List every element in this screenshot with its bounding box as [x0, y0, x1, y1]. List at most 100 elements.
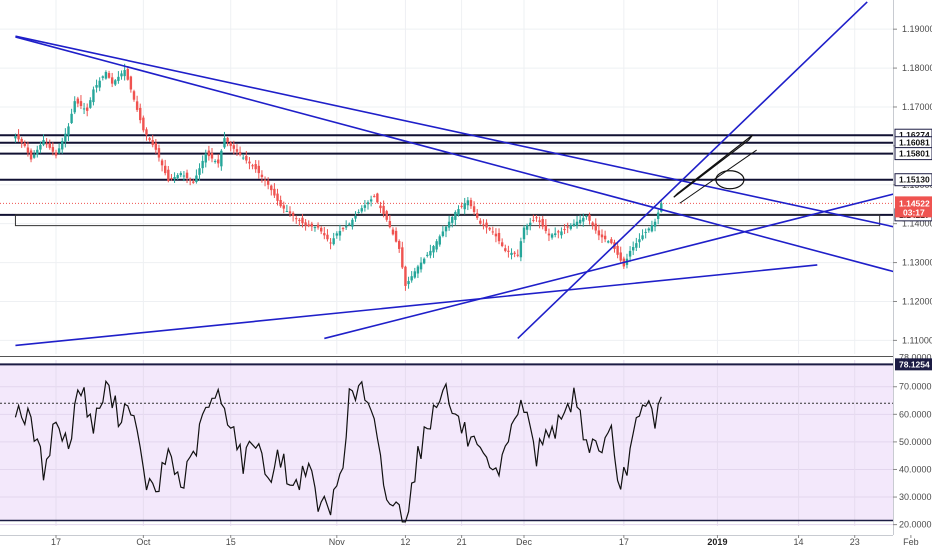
candle-body — [385, 211, 388, 220]
time-axis[interactable]: 17 Oct 15 Nov 12 21 Dec 17 2019 14 23 Feb — [0, 535, 919, 547]
candle-body — [313, 227, 317, 229]
candle-body — [600, 234, 604, 238]
price-tick-label: 1.18000 — [902, 63, 932, 73]
candle-body — [36, 149, 39, 155]
candle-body — [120, 73, 123, 77]
candle-body — [438, 236, 441, 245]
candle-body — [572, 223, 576, 226]
time-tick-label: Oct — [136, 537, 151, 547]
candle-body — [242, 157, 245, 159]
candle-body — [351, 219, 354, 227]
price-tick-label: 1.17000 — [902, 102, 932, 112]
rsi-pane[interactable] — [0, 360, 912, 526]
candle-body — [263, 179, 267, 181]
candle-body — [57, 148, 61, 154]
time-tick-label: 15 — [226, 537, 236, 547]
candle-body — [207, 150, 211, 157]
candle-body — [48, 143, 51, 148]
candle-body — [360, 208, 363, 212]
candle-body — [656, 212, 660, 219]
candle-body — [566, 226, 569, 228]
candle-body — [563, 229, 566, 231]
candle-body — [148, 138, 151, 141]
candle-body — [394, 230, 398, 242]
candle-body — [201, 160, 204, 169]
candle-body — [335, 233, 338, 236]
candle-body — [429, 250, 432, 256]
candle-body — [404, 266, 407, 286]
candle-body — [82, 108, 86, 110]
candle-body — [14, 136, 17, 139]
candle-body — [126, 69, 129, 80]
candle-body — [29, 150, 33, 160]
candle-body — [195, 175, 198, 183]
candle-body — [182, 175, 186, 177]
candle-body — [320, 227, 323, 232]
candle-body — [279, 199, 282, 207]
candle-body — [329, 242, 332, 244]
candle-body — [154, 142, 158, 150]
trend-line — [517, 1, 868, 340]
time-tick-label: 21 — [457, 537, 467, 547]
candle-body — [569, 225, 572, 229]
candle-body — [198, 168, 201, 175]
rsi-grid — [0, 360, 912, 526]
candle-body — [204, 153, 207, 163]
time-tick-label: 12 — [400, 537, 410, 547]
rsi-tick-label: 40.0000 — [899, 464, 932, 474]
candle-body — [95, 85, 98, 88]
candle-body — [110, 77, 114, 84]
price-pane[interactable] — [0, 0, 932, 354]
horizontal-levels — [0, 134, 893, 216]
candle-body — [64, 133, 67, 142]
candle-body — [457, 209, 460, 215]
candle-body — [491, 231, 494, 233]
candle-body — [89, 100, 92, 108]
candle-body — [341, 228, 345, 230]
candle-body — [641, 235, 644, 240]
trend-lines — [15, 1, 893, 347]
candle-body — [516, 254, 519, 256]
rsi-tick-label: 20.0000 — [899, 520, 932, 530]
candle-body — [422, 258, 426, 264]
candle-body — [170, 178, 173, 180]
candle-body — [628, 250, 632, 257]
rsi-tick-label: 50.0000 — [899, 437, 932, 447]
candle-body — [151, 140, 154, 145]
price-axis[interactable]: 1.110001.120001.130001.140001.150001.160… — [893, 0, 932, 550]
candle-body — [61, 141, 64, 150]
candle-body — [376, 193, 379, 203]
candle-body — [582, 217, 585, 222]
candle-body — [544, 224, 548, 231]
candle-body — [525, 225, 529, 230]
candle-body — [432, 246, 435, 253]
candle-body — [363, 205, 367, 208]
candle-body — [379, 205, 382, 209]
candlestick-series — [14, 63, 663, 291]
candle-body — [550, 234, 554, 238]
candle-body — [447, 221, 451, 228]
candle-body — [497, 232, 501, 242]
candle-body — [32, 154, 36, 158]
candle-body — [132, 91, 136, 100]
candle-body — [366, 202, 370, 205]
candle-body — [488, 227, 491, 230]
time-tick-label: 23 — [850, 537, 860, 547]
candle-body — [301, 217, 304, 224]
candle-body — [391, 229, 395, 235]
candle-body — [188, 179, 192, 181]
candle-body — [123, 70, 126, 77]
candle-body — [145, 129, 148, 136]
trend-line — [15, 264, 818, 347]
candle-body — [157, 148, 161, 158]
candle-body — [578, 219, 582, 224]
candle-body — [532, 219, 535, 221]
candle-body — [79, 101, 83, 107]
rsi-line — [14, 379, 662, 523]
drawing-annotations — [673, 134, 757, 204]
candle-body — [519, 241, 523, 258]
rsi-cut-label: 78.0000 — [899, 352, 932, 362]
candle-body — [466, 200, 470, 206]
candle-body — [310, 223, 314, 227]
